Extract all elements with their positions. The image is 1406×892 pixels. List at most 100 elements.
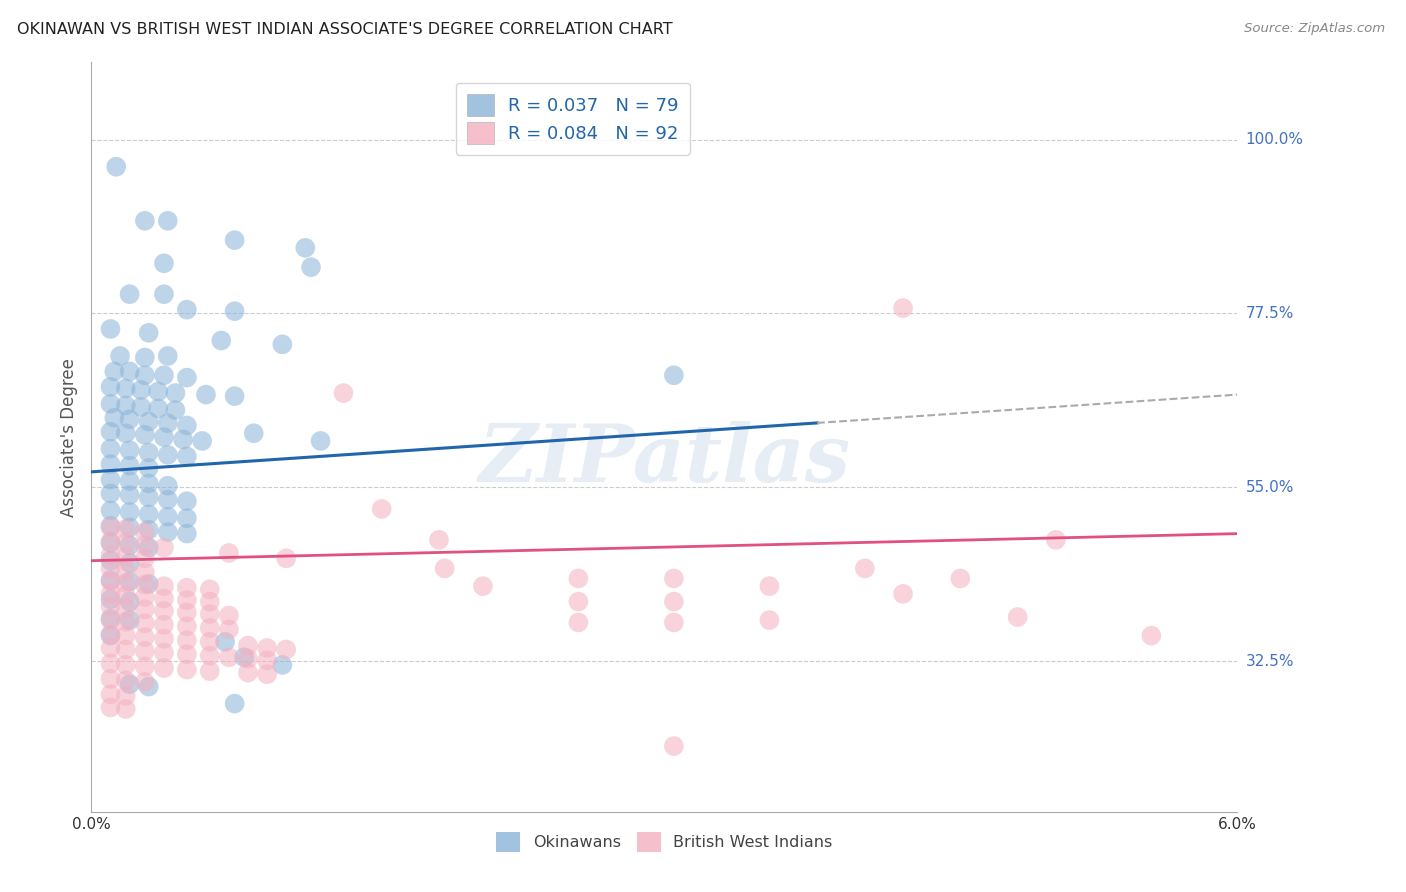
Point [165, 403, 187, 417]
Point [233, 650, 256, 665]
Point [153, 430, 176, 444]
Text: ZIPatlas: ZIPatlas [478, 421, 851, 499]
Point [100, 520, 122, 534]
Point [153, 368, 176, 383]
Point [176, 418, 198, 433]
Point [218, 608, 240, 623]
Point [134, 644, 156, 658]
Point [100, 442, 122, 456]
Point [156, 492, 179, 507]
Text: Source: ZipAtlas.com: Source: ZipAtlas.com [1244, 22, 1385, 36]
Point [153, 661, 176, 675]
Point [271, 657, 294, 672]
Point [758, 579, 780, 593]
Point [176, 593, 198, 607]
Point [176, 370, 198, 384]
Point [103, 364, 125, 378]
Point [176, 633, 198, 648]
Point [100, 486, 122, 500]
Point [271, 337, 294, 351]
Point [134, 368, 156, 383]
Point [138, 491, 160, 505]
Point [176, 647, 198, 661]
Point [198, 664, 221, 678]
Point [100, 592, 122, 607]
Point [118, 364, 141, 378]
Point [134, 590, 156, 604]
Point [214, 634, 236, 648]
Point [100, 457, 122, 471]
Point [662, 571, 685, 585]
Point [153, 579, 176, 593]
Point [114, 549, 136, 564]
Point [100, 473, 122, 487]
Point [100, 554, 122, 568]
Point [114, 589, 136, 603]
Point [891, 587, 914, 601]
Point [100, 687, 122, 701]
Point [100, 587, 122, 601]
Point [138, 577, 160, 591]
Point [134, 538, 156, 552]
Point [100, 613, 122, 627]
Point [118, 520, 141, 534]
Point [176, 450, 198, 464]
Point [370, 502, 392, 516]
Point [100, 519, 122, 533]
Point [138, 445, 160, 459]
Point [138, 476, 160, 491]
Point [156, 349, 179, 363]
Legend: Okinawans, British West Indians: Okinawans, British West Indians [488, 824, 841, 860]
Point [100, 672, 122, 686]
Point [134, 551, 156, 566]
Point [100, 599, 122, 614]
Point [100, 627, 122, 641]
Point [100, 548, 122, 562]
Point [567, 571, 589, 585]
Y-axis label: Associate's Degree: Associate's Degree [59, 358, 77, 516]
Point [118, 574, 141, 589]
Point [118, 677, 141, 691]
Point [198, 607, 221, 621]
Point [138, 508, 160, 522]
Point [118, 458, 141, 473]
Point [176, 511, 198, 525]
Point [567, 594, 589, 608]
Point [114, 673, 136, 688]
Point [299, 260, 322, 274]
Point [176, 606, 198, 620]
Point [276, 551, 298, 566]
Point [114, 381, 136, 395]
Point [100, 322, 122, 336]
Point [105, 160, 128, 174]
Point [224, 389, 246, 403]
Point [194, 387, 217, 401]
Point [949, 571, 972, 585]
Point [758, 613, 780, 627]
Point [134, 602, 156, 616]
Point [198, 648, 221, 663]
Point [153, 632, 176, 646]
Point [309, 434, 332, 448]
Point [153, 604, 176, 618]
Point [662, 594, 685, 608]
Point [118, 474, 141, 488]
Text: 55.0%: 55.0% [1246, 480, 1294, 495]
Point [433, 561, 456, 575]
Point [114, 615, 136, 629]
Point [224, 304, 246, 318]
Point [129, 400, 152, 414]
Point [114, 689, 136, 703]
Point [256, 653, 278, 667]
Point [118, 443, 141, 458]
Point [138, 680, 160, 694]
Point [256, 640, 278, 655]
Point [138, 523, 160, 537]
Point [114, 576, 136, 591]
Point [100, 573, 122, 587]
Point [100, 561, 122, 575]
Point [156, 416, 179, 430]
Point [100, 397, 122, 411]
Point [236, 652, 259, 666]
Point [114, 629, 136, 643]
